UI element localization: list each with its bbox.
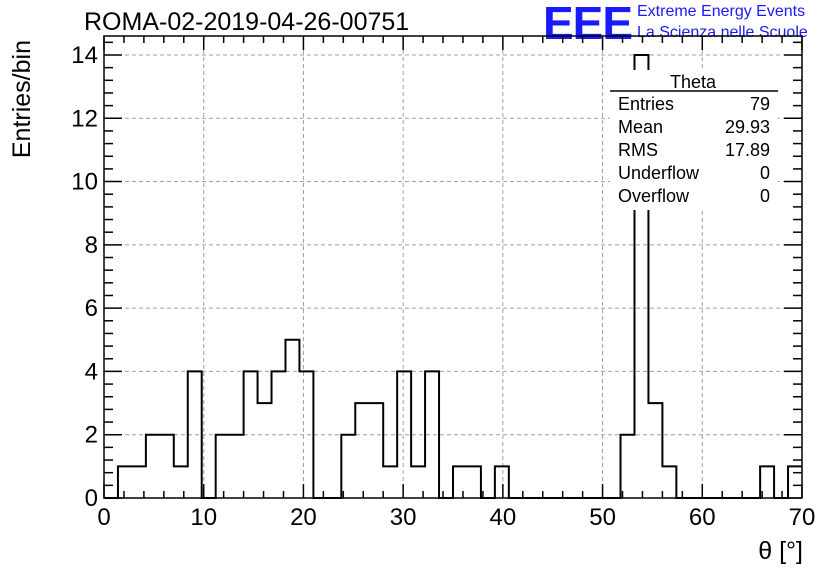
stats-label: Mean (618, 117, 663, 137)
stats-value: 79 (750, 94, 770, 114)
x-axis-label: θ [°] (758, 537, 803, 565)
x-tick-label: 50 (589, 504, 616, 531)
x-tick-label: 70 (789, 504, 816, 531)
x-tick-label: 60 (689, 504, 716, 531)
eee-logo: EEE (543, 0, 633, 49)
stats-label: Entries (618, 94, 674, 114)
logo-line-1: Extreme Energy Events (637, 3, 806, 20)
x-tick-label: 0 (97, 504, 110, 531)
x-tick-label: 20 (290, 504, 317, 531)
y-axis-label: Entries/bin (8, 40, 36, 158)
histogram-outline (104, 53, 802, 499)
stats-value: 0 (760, 186, 770, 206)
y-tick-label: 14 (71, 42, 98, 69)
stats-label: RMS (618, 140, 658, 160)
stats-value: 0 (760, 163, 770, 183)
tick-labels: 0 10 20 30 40 50 60 70 0 2 4 6 8 10 12 14 (71, 42, 815, 531)
y-tick-label: 2 (85, 422, 98, 449)
run-title: ROMA-02-2019-04-26-00751 (84, 8, 410, 36)
stats-value: 29.93 (725, 117, 770, 137)
stats-title: Theta (670, 72, 717, 92)
grid (104, 36, 802, 498)
stats-value: 17.89 (725, 140, 770, 160)
plot-frame (103, 35, 803, 499)
x-tick-label: 10 (190, 504, 217, 531)
x-tick-label: 40 (490, 504, 517, 531)
stats-label: Overflow (618, 186, 690, 206)
y-tick-label: 4 (85, 358, 98, 385)
y-tick-label: 0 (85, 485, 98, 512)
x-tick-label: 30 (390, 504, 417, 531)
axis-ticks (103, 36, 803, 499)
stats-label: Underflow (618, 163, 700, 183)
y-tick-label: 12 (71, 105, 98, 132)
y-tick-label: 10 (71, 169, 98, 196)
y-tick-label: 8 (85, 232, 98, 259)
y-tick-label: 6 (85, 295, 98, 322)
stats-box: Theta Entries 79 Mean 29.93 RMS 17.89 Un… (610, 70, 778, 210)
